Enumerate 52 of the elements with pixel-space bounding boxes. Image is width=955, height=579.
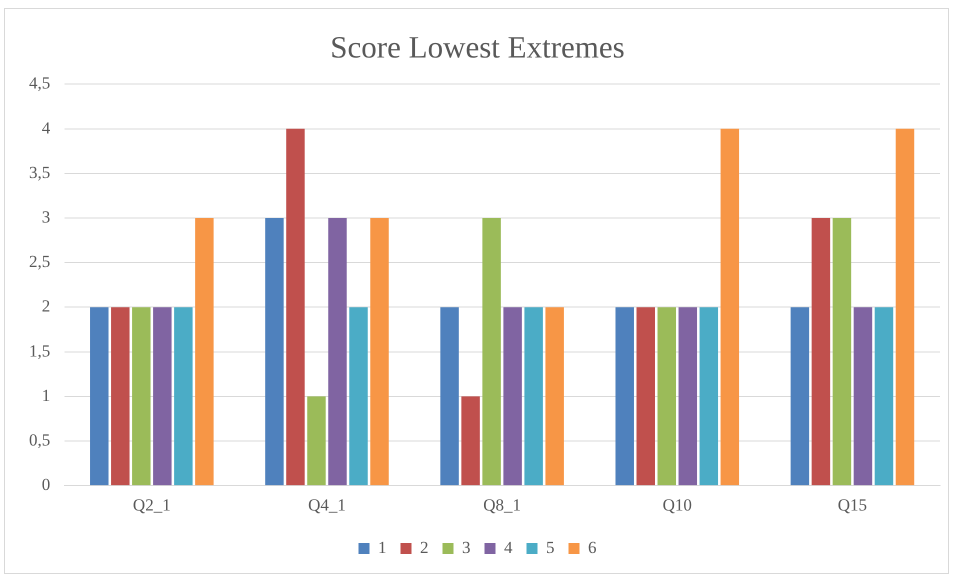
bar	[286, 128, 305, 486]
bar	[832, 218, 852, 486]
x-tick-label: Q15	[838, 495, 868, 514]
bar	[812, 218, 830, 486]
bar	[461, 396, 480, 486]
bar	[153, 307, 172, 486]
legend-label: 5	[546, 538, 554, 557]
y-tick-label: 1	[42, 386, 50, 405]
x-tick-label: Q2_1	[132, 495, 171, 514]
bar	[790, 307, 810, 486]
bar	[195, 218, 214, 486]
bar	[370, 218, 389, 486]
y-tick-label: 2	[42, 296, 50, 316]
bar	[349, 307, 368, 486]
y-tick-label: 3	[42, 207, 50, 226]
y-tick-label: 1,5	[29, 341, 50, 360]
y-tick-label: 4,5	[29, 74, 50, 93]
bar	[328, 218, 347, 486]
bar	[524, 307, 543, 486]
x-tick-label: Q8_1	[483, 495, 522, 514]
bar	[90, 307, 109, 486]
bar	[615, 307, 634, 486]
legend-label: 1	[378, 538, 386, 557]
y-tick-label: 2,5	[29, 252, 50, 272]
bar	[720, 128, 740, 486]
legend-label: 3	[462, 538, 470, 557]
legend-label: 4	[504, 538, 513, 557]
bar	[545, 307, 564, 486]
bar	[896, 128, 914, 486]
bar	[678, 307, 698, 486]
x-tick-label: Q4_1	[308, 495, 346, 514]
bar	[636, 307, 655, 486]
y-tick-label: 3,5	[29, 162, 50, 182]
y-tick-label: 0	[42, 475, 50, 494]
x-tick-label: Q10	[662, 495, 692, 514]
bar	[700, 307, 718, 486]
y-tick-label: 4	[42, 118, 51, 138]
bar	[440, 307, 459, 486]
bar	[874, 307, 894, 486]
bar	[132, 307, 151, 486]
bar	[854, 307, 872, 486]
bar	[503, 307, 522, 486]
bar	[658, 307, 676, 486]
bar	[111, 307, 130, 486]
bar	[265, 218, 284, 486]
y-tick-label: 0,5	[29, 430, 50, 450]
legend-label: 6	[588, 538, 596, 557]
chart-title: Score Lowest Extremes	[330, 30, 625, 65]
bar	[307, 396, 326, 486]
legend-label: 2	[420, 538, 428, 557]
bar	[482, 218, 501, 486]
bar	[174, 307, 193, 486]
